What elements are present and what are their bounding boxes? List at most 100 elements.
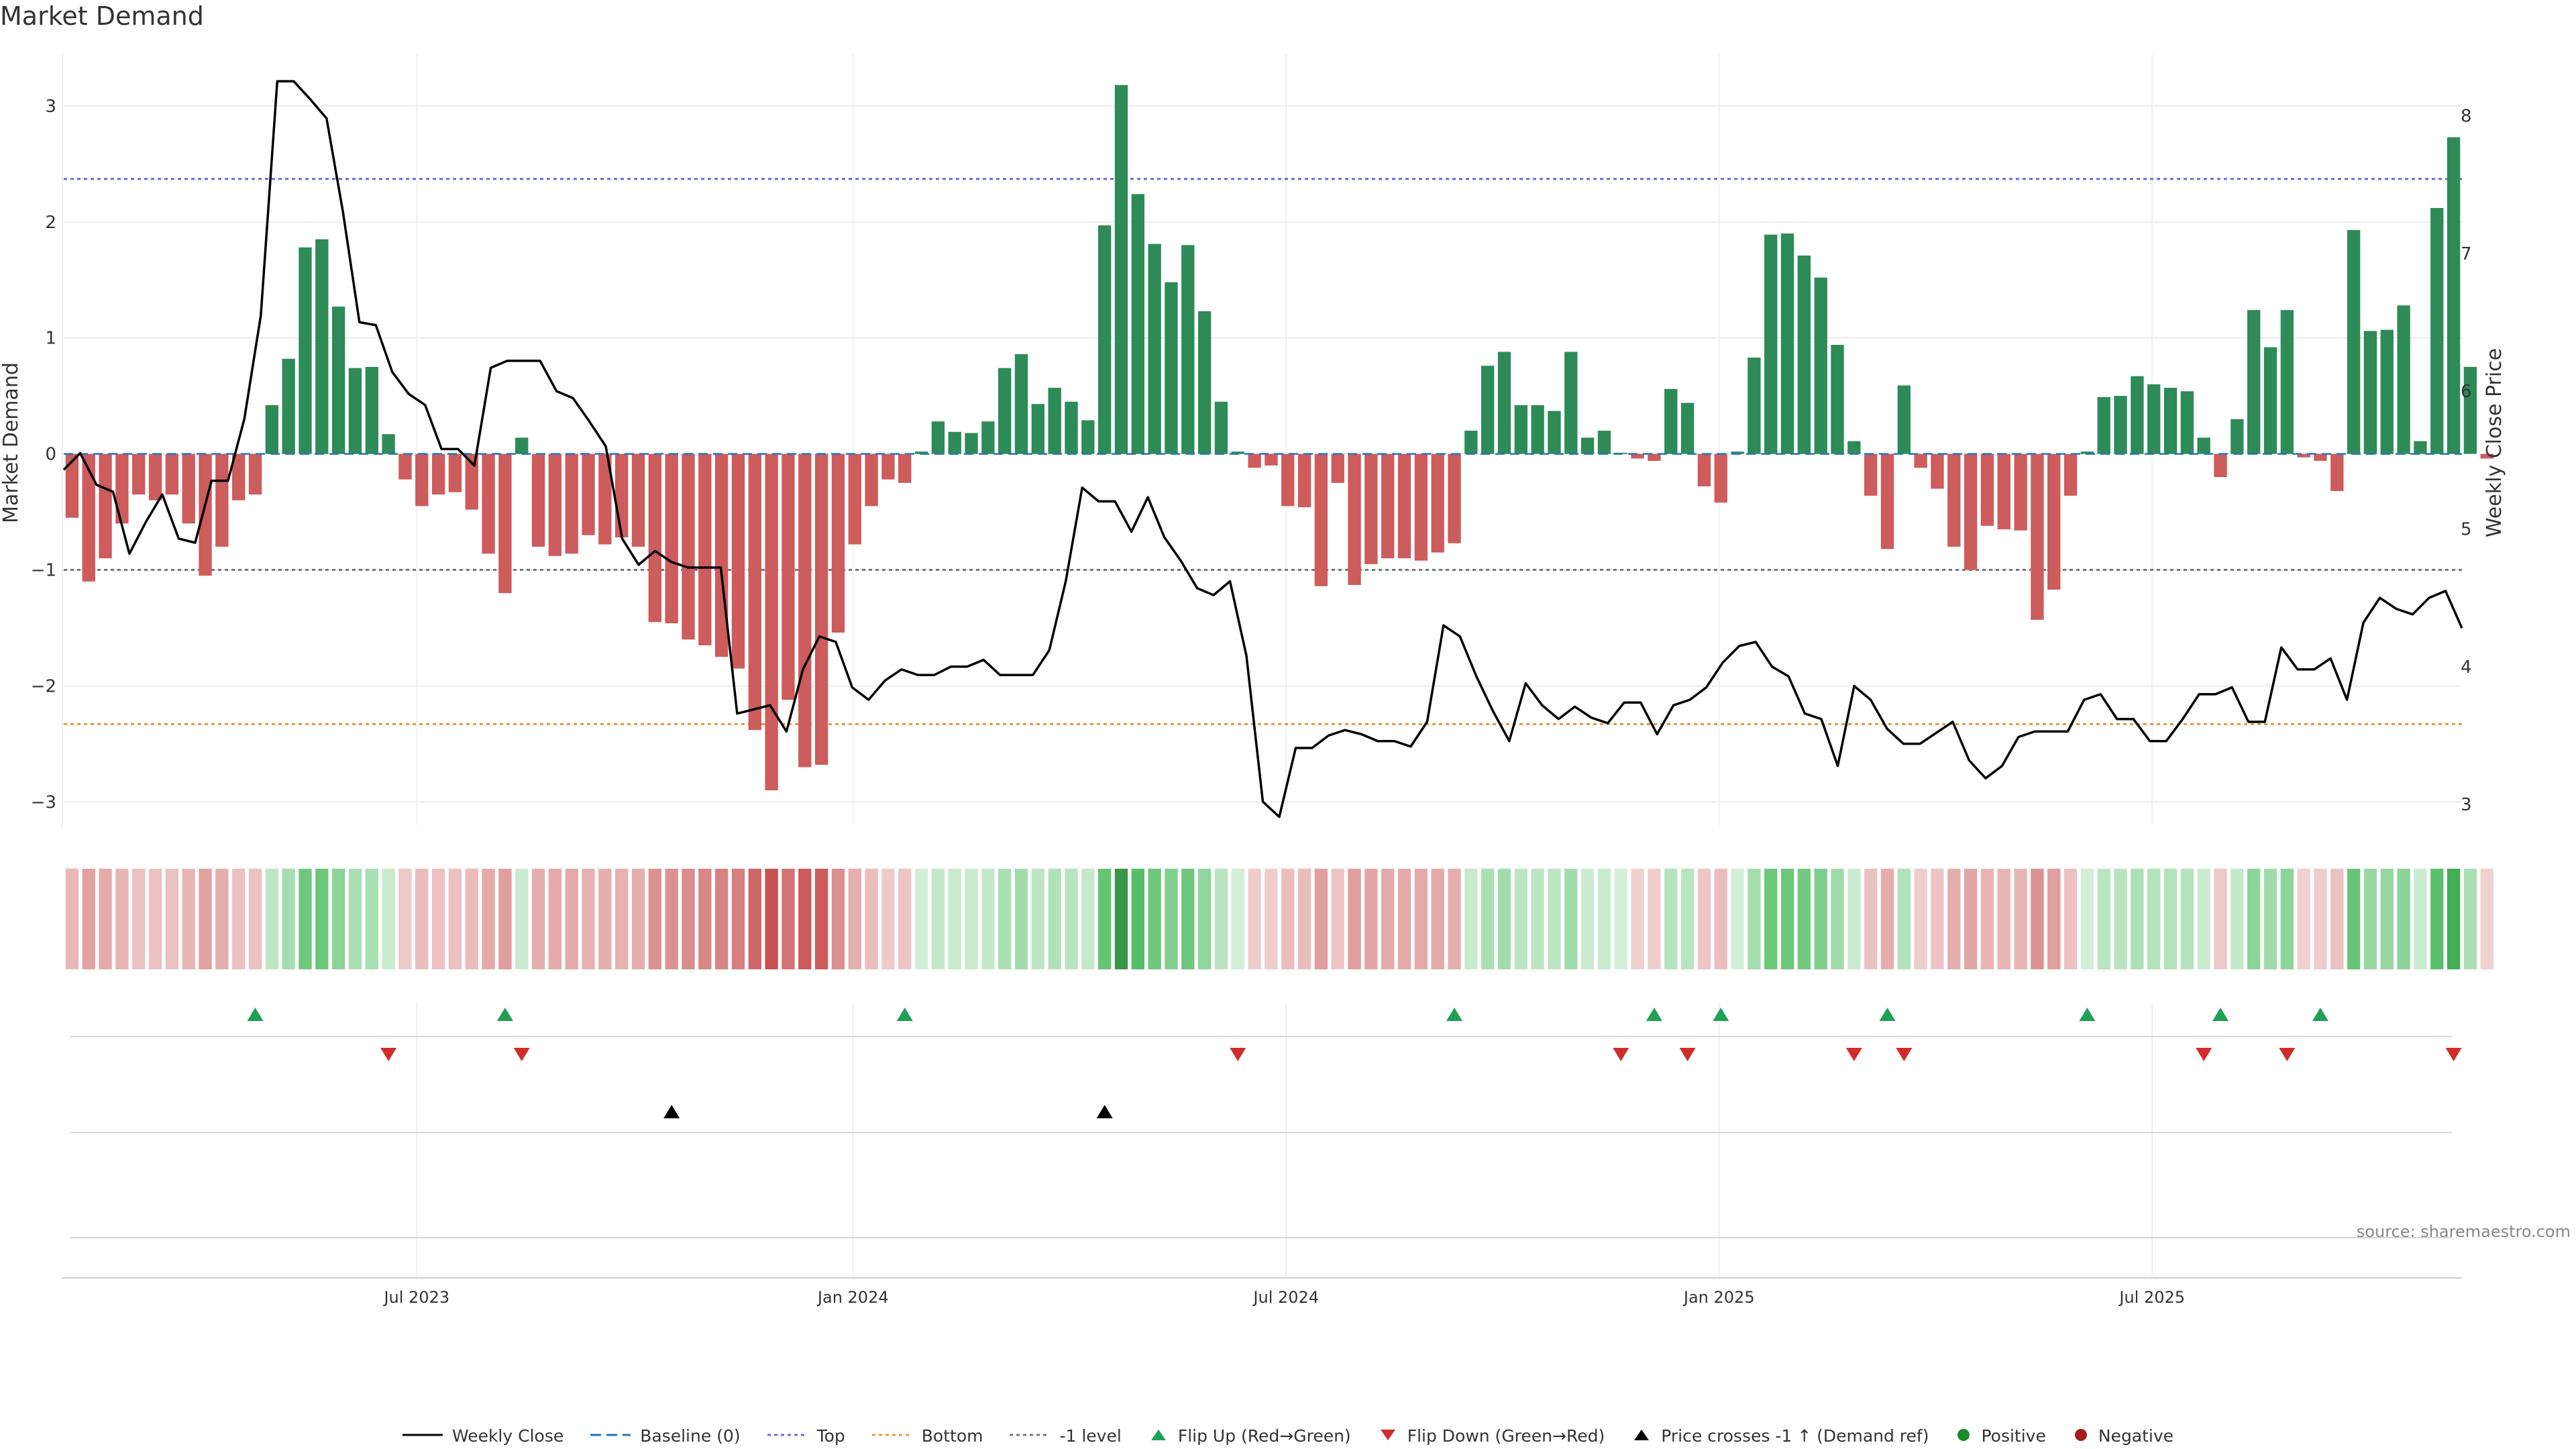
demand-bar xyxy=(1348,453,1361,586)
demand-bar xyxy=(1031,404,1045,454)
heat-cell xyxy=(1048,869,1061,969)
legend-label: Positive xyxy=(1981,1426,2046,1446)
demand-bar xyxy=(515,437,529,454)
demand-bar xyxy=(2163,388,2178,454)
heat-cell xyxy=(1564,869,1578,969)
heat-cell xyxy=(431,869,445,969)
heat-cell xyxy=(1397,869,1411,969)
legend-item: Top xyxy=(767,1426,845,1446)
heat-cell xyxy=(615,869,629,969)
demand-bar xyxy=(831,453,845,633)
heat-cell xyxy=(465,869,478,969)
demand-bar xyxy=(898,453,912,483)
demand-bar xyxy=(798,453,812,767)
demand-bar xyxy=(365,366,378,454)
heat-cell xyxy=(1880,869,1894,969)
legend-symbol-icon xyxy=(871,1426,912,1446)
x-tick-label: Jan 2025 xyxy=(1682,1288,1755,1307)
heat-cell xyxy=(1448,869,1461,969)
demand-bar xyxy=(2414,441,2427,454)
demand-bar xyxy=(765,453,778,791)
heat-cell xyxy=(1181,869,1195,969)
demand-bar xyxy=(82,453,95,582)
source-note: source: sharemaestro.com xyxy=(2356,1222,2571,1241)
demand-bar xyxy=(1597,431,1611,454)
demand-bar xyxy=(998,368,1012,454)
heat-cell xyxy=(482,869,495,969)
heat-cell xyxy=(348,869,362,969)
y-right-tick-label: 3 xyxy=(2461,795,2472,815)
heat-cell xyxy=(515,869,529,969)
demand-bar xyxy=(1214,401,1228,454)
demand-bar xyxy=(1314,453,1328,586)
legend-label: Weekly Close xyxy=(451,1426,564,1446)
heat-cell xyxy=(498,869,512,969)
demand-bar xyxy=(1880,453,1894,549)
demand-bar xyxy=(914,451,928,454)
demand-bar xyxy=(665,453,678,624)
heat-cell xyxy=(1331,869,1344,969)
demand-bar xyxy=(1797,255,1811,454)
demand-bar xyxy=(282,358,295,454)
heat-cell xyxy=(2447,869,2461,969)
legend: Weekly Close Baseline (0) Top Bottom -1 leve… xyxy=(0,1424,2576,1448)
demand-bar xyxy=(1697,453,1711,487)
demand-bar xyxy=(731,453,745,669)
heat-cell xyxy=(1481,869,1495,969)
heat-cell xyxy=(1797,869,1811,969)
y-right-tick-label: 5 xyxy=(2461,519,2472,539)
demand-bar xyxy=(2263,347,2277,454)
heat-cell xyxy=(248,869,262,969)
legend-label: Baseline (0) xyxy=(640,1426,741,1446)
flip-up-marker xyxy=(1646,1008,1662,1021)
demand-bar xyxy=(1231,451,1244,454)
demand-bar xyxy=(1364,453,1378,564)
heat-cell xyxy=(1214,869,1228,969)
legend-symbol-icon xyxy=(1378,1426,1398,1446)
demand-bar xyxy=(531,453,545,547)
legend-item: Bottom xyxy=(871,1426,983,1446)
demand-bar xyxy=(231,453,246,500)
demand-bar xyxy=(2463,366,2477,454)
demand-bar xyxy=(348,368,362,454)
demand-bar xyxy=(1780,233,1794,454)
y-tick-label: 1 xyxy=(45,329,56,349)
heat-cell xyxy=(1947,869,1961,969)
flip-up-marker xyxy=(2312,1008,2328,1021)
heat-cell xyxy=(698,869,712,969)
flip-down-marker xyxy=(513,1048,530,1061)
heat-cell xyxy=(1831,869,1844,969)
demand-bar xyxy=(2363,331,2377,454)
heat-cell xyxy=(814,869,828,969)
heat-cell xyxy=(1780,869,1794,969)
heat-cell xyxy=(898,869,912,969)
heat-cell xyxy=(2097,869,2110,969)
heat-cell xyxy=(548,869,562,969)
heat-cell xyxy=(1081,869,1095,969)
demand-bar xyxy=(1914,453,1927,468)
heat-cell xyxy=(415,869,429,969)
demand-bar xyxy=(1931,453,1944,489)
y-tick-label: −1 xyxy=(31,561,56,581)
legend-symbol-icon xyxy=(402,1426,443,1446)
flip-down-marker xyxy=(1613,1048,1629,1061)
demand-bar xyxy=(132,453,146,495)
heat-cell xyxy=(865,869,878,969)
demand-bar xyxy=(948,431,961,454)
legend-item: Baseline (0) xyxy=(590,1426,741,1446)
demand-bar xyxy=(931,421,945,454)
y-tick-label: −2 xyxy=(31,676,56,696)
heat-cell xyxy=(2247,869,2261,969)
heat-cell xyxy=(1014,869,1028,969)
legend-label: Flip Up (Red→Green) xyxy=(1177,1426,1351,1446)
heat-cell xyxy=(2047,869,2061,969)
demand-bar xyxy=(615,453,629,538)
demand-bar xyxy=(865,453,878,506)
heat-cell xyxy=(665,869,678,969)
heat-cell xyxy=(182,869,195,969)
heat-cell xyxy=(65,869,79,969)
heat-cell xyxy=(1165,869,1178,969)
x-axis: Jul 2023 Jan 2024 Jul 2024 Jan 2025 Jul 2025 xyxy=(62,1277,2462,1307)
demand-bar xyxy=(2097,396,2110,454)
demand-bar xyxy=(714,453,729,657)
